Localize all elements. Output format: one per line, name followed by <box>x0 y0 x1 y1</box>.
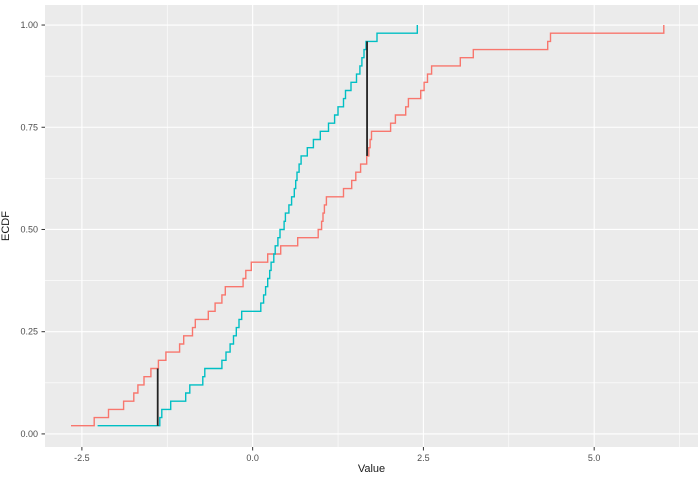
y-tick-label: 0.75 <box>20 122 38 132</box>
x-tick-label: 5.0 <box>588 453 601 463</box>
y-tick-label: 0.50 <box>20 224 38 234</box>
ecdf-line-sample-red <box>71 25 665 427</box>
x-tick-label: 0.0 <box>246 453 259 463</box>
y-tick-label: 0.25 <box>20 327 38 337</box>
x-axis-title: Value <box>357 463 386 475</box>
y-tick-label: 1.00 <box>20 20 38 30</box>
y-axis-title: ECDF <box>0 211 12 241</box>
ecdf-line-sample-cyan <box>97 25 418 427</box>
y-tick-label: 0.00 <box>20 429 38 439</box>
plot-panel <box>45 5 698 447</box>
x-tick-label: -2.5 <box>74 453 90 463</box>
x-tick-label: 2.5 <box>417 453 430 463</box>
